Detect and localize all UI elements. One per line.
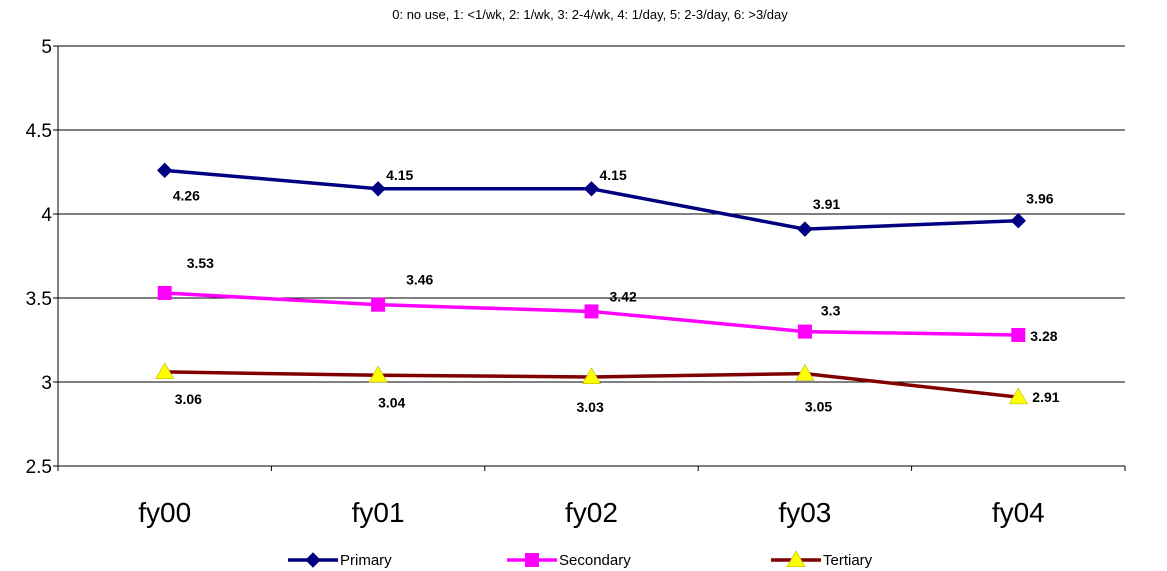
data-label: 3.04 xyxy=(378,394,405,410)
x-tick-label: fy02 xyxy=(565,497,618,528)
axes xyxy=(53,45,1126,471)
data-label: 3.53 xyxy=(187,255,214,271)
x-axis-ticks: fy00 fy01 fy02 fy03 fy04 xyxy=(138,497,1045,528)
legend-label: Tertiary xyxy=(823,552,873,569)
legend-item-secondary: Secondary xyxy=(507,552,631,569)
data-label: 4.15 xyxy=(600,167,627,183)
data-label: 3.06 xyxy=(175,391,202,407)
data-point-diamond xyxy=(305,552,321,568)
legend-item-tertiary: Tertiary xyxy=(771,550,873,569)
x-tick-label: fy01 xyxy=(352,497,405,528)
data-point-triangle xyxy=(1008,387,1028,405)
legend-label: Secondary xyxy=(559,552,631,569)
y-axis-ticks: 2.5 3 3.5 4 4.5 5 xyxy=(26,37,53,478)
x-tick-label: fy03 xyxy=(778,497,831,528)
data-label: 3.03 xyxy=(577,399,604,415)
data-label: 3.28 xyxy=(1030,328,1057,344)
y-tick-label: 2.5 xyxy=(26,457,52,478)
x-tick-label: fy04 xyxy=(992,497,1045,528)
data-point-diamond xyxy=(797,221,813,237)
legend-item-primary: Primary xyxy=(288,552,392,569)
data-label: 3.3 xyxy=(821,303,841,319)
data-label: 3.96 xyxy=(1026,191,1053,207)
data-point-square xyxy=(584,304,599,319)
data-label: 3.46 xyxy=(406,272,433,288)
chart-title: 0: no use, 1: <1/wk, 2: 1/wk, 3: 2-4/wk,… xyxy=(392,7,788,22)
y-tick-label: 4.5 xyxy=(26,121,52,142)
data-point-triangle xyxy=(581,367,602,385)
series-group xyxy=(155,162,1028,405)
data-point-square xyxy=(157,285,172,300)
data-point-triangle xyxy=(795,363,815,381)
data-label: 3.05 xyxy=(805,399,832,415)
data-label: 3.91 xyxy=(813,196,840,212)
data-point-diamond xyxy=(370,181,386,197)
series-line-primary xyxy=(164,168,1019,231)
data-label: 2.91 xyxy=(1032,389,1059,405)
data-point-square xyxy=(371,297,386,312)
data-label: 3.42 xyxy=(610,288,637,304)
x-tick-label: fy00 xyxy=(138,497,191,528)
data-point-diamond xyxy=(583,181,600,197)
y-tick-label: 3.5 xyxy=(26,289,52,310)
data-point-triangle xyxy=(155,362,175,379)
data-point-diamond xyxy=(1010,213,1027,229)
y-tick-label: 4 xyxy=(41,205,52,226)
data-point-square xyxy=(797,324,812,339)
y-tick-label: 3 xyxy=(41,373,52,394)
data-point-square xyxy=(1011,327,1026,342)
data-point-diamond xyxy=(156,162,173,179)
data-label: 4.26 xyxy=(173,187,200,203)
legend-label: Primary xyxy=(340,552,392,569)
y-tick-label: 5 xyxy=(41,37,52,58)
data-point-triangle xyxy=(786,550,806,568)
legend: Primary Secondary Tertiary xyxy=(288,550,873,569)
data-label: 4.15 xyxy=(386,167,413,183)
data-point-square xyxy=(525,553,539,567)
data-point-triangle xyxy=(368,365,388,383)
data-labels: 4.26 4.15 4.15 3.91 3.96 3.53 3.46 3.42 3.3 3.28 3… xyxy=(173,167,1060,415)
